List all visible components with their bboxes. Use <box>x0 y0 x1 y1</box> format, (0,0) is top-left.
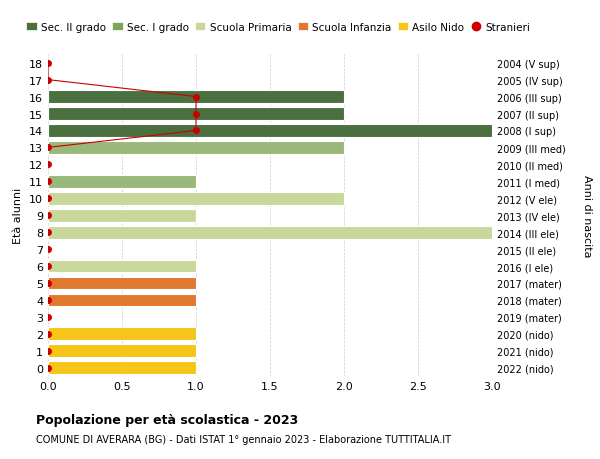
Bar <box>48 345 196 358</box>
Bar <box>48 192 344 205</box>
Text: COMUNE DI AVERARA (BG) - Dati ISTAT 1° gennaio 2023 - Elaborazione TUTTITALIA.IT: COMUNE DI AVERARA (BG) - Dati ISTAT 1° g… <box>36 434 451 444</box>
Bar <box>48 142 344 154</box>
Y-axis label: Anni di nascita: Anni di nascita <box>582 174 592 257</box>
Text: Popolazione per età scolastica - 2023: Popolazione per età scolastica - 2023 <box>36 413 298 426</box>
Bar <box>48 328 196 341</box>
Bar <box>48 260 196 273</box>
Bar <box>48 226 492 239</box>
Bar <box>48 125 492 138</box>
Bar <box>48 277 196 290</box>
Legend: Sec. II grado, Sec. I grado, Scuola Primaria, Scuola Infanzia, Asilo Nido, Stran: Sec. II grado, Sec. I grado, Scuola Prim… <box>22 18 534 37</box>
Bar <box>48 209 196 222</box>
Bar <box>48 108 344 121</box>
Bar <box>48 294 196 307</box>
Bar <box>48 175 196 188</box>
Y-axis label: Età alunni: Età alunni <box>13 188 23 244</box>
Bar <box>48 91 344 104</box>
Bar <box>48 362 196 374</box>
